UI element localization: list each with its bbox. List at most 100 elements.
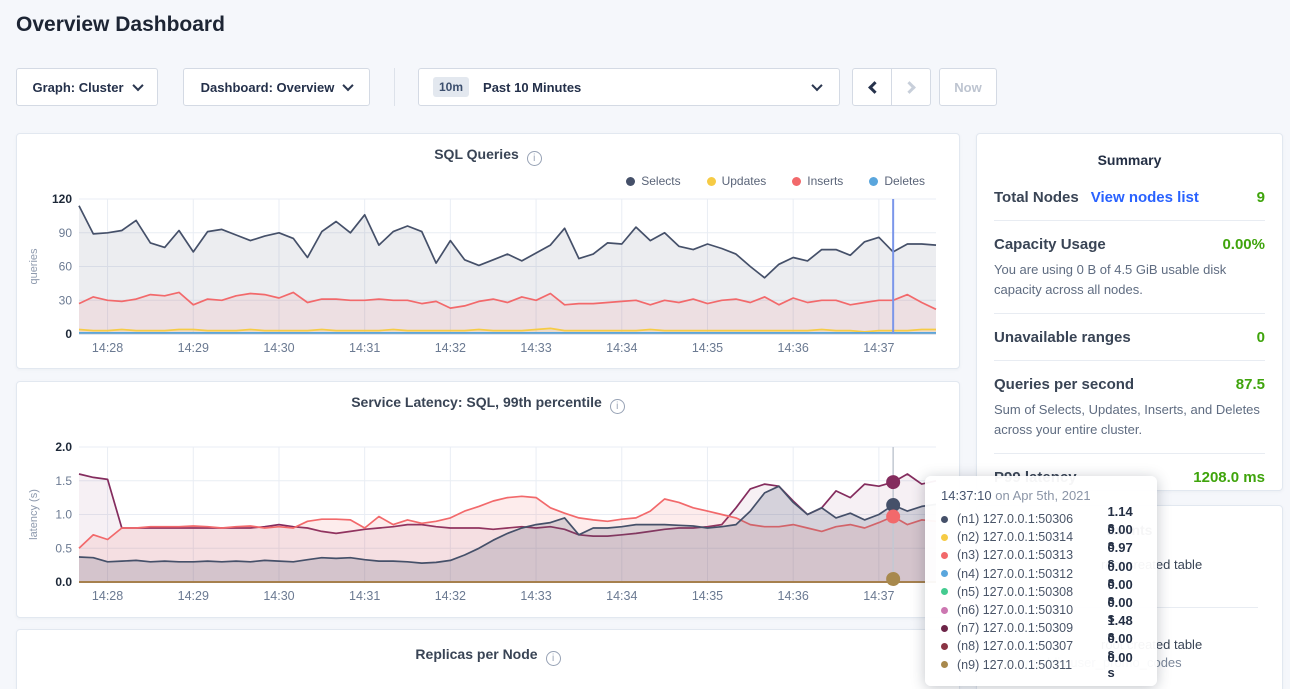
graph-dropdown-label: Graph: Cluster xyxy=(32,79,124,95)
legend-label: Deletes xyxy=(884,174,925,188)
now-button-label: Now xyxy=(954,79,982,95)
sql-queries-title: SQL Queries i xyxy=(17,146,959,166)
node-color-dot xyxy=(941,515,948,523)
view-nodes-list-link[interactable]: View nodes list xyxy=(1090,189,1199,206)
x-tick-label: 14:36 xyxy=(778,341,809,355)
x-tick-label: 14:37 xyxy=(863,589,894,603)
node-latency-value: 0.00 s xyxy=(1107,595,1133,626)
chevron-down-icon xyxy=(811,79,823,92)
sql-queries-chart[interactable]: 0 30 60 90 120 14:28 14:29 14:30 14:31 14:32 14:33… xyxy=(17,134,961,370)
y-tick-label: 30 xyxy=(59,293,73,307)
replicas-per-node-title: Replicas per Node i xyxy=(17,646,959,666)
node-address: (n3) 127.0.0.1:50313 xyxy=(957,548,1074,563)
node-latency-value: 0.00 s xyxy=(1107,558,1133,589)
tooltip-node-row: (n1) 127.0.0.1:50306 1.14 s xyxy=(941,504,1143,534)
series-line-(n3) 127.0.0.1:50313 xyxy=(78,495,937,549)
summary-title: Summary xyxy=(1097,152,1162,168)
x-tick-label: 14:28 xyxy=(92,341,123,355)
node-address: (n8) 127.0.0.1:50307 xyxy=(957,639,1074,654)
y-tick-label: 90 xyxy=(59,226,73,240)
service-latency-chart[interactable]: 0.0 0.5 1.0 1.5 2.0 14:28 14:29 14:30 14:31 14:32… xyxy=(17,382,961,619)
node-address: (n6) 127.0.0.1:50310 xyxy=(957,603,1074,618)
crosshair-dot xyxy=(886,498,901,513)
y-axis-label: latency (s) xyxy=(28,489,40,540)
legend-item-selects[interactable]: Selects xyxy=(626,174,681,188)
x-tick-label: 14:33 xyxy=(520,341,551,355)
unavailable-ranges-value: 0 xyxy=(1256,329,1265,346)
x-tick-label: 14:34 xyxy=(606,589,637,603)
x-tick-label: 14:29 xyxy=(178,589,209,603)
x-tick-label: 14:30 xyxy=(263,341,294,355)
chevron-right-icon xyxy=(902,80,916,94)
legend-item-deletes[interactable]: Deletes xyxy=(869,174,925,188)
node-address: (n2) 127.0.0.1:50314 xyxy=(957,530,1074,545)
info-icon[interactable]: i xyxy=(609,399,625,414)
series-fill xyxy=(79,205,936,334)
legend-item-inserts[interactable]: Inserts xyxy=(792,174,843,188)
y-tick-label: 60 xyxy=(59,260,73,274)
chart-hover-tooltip: 14:37:10 on Apr 5th, 2021 (n1) 127.0.0.1… xyxy=(925,476,1157,686)
y-tick-label: 0.5 xyxy=(55,541,72,555)
node-address: (n4) 127.0.0.1:50312 xyxy=(957,566,1074,581)
tooltip-node-row: (n7) 127.0.0.1:50309 1.48 s xyxy=(941,613,1143,643)
queries-per-second-description: Sum of Selects, Updates, Inserts, and De… xyxy=(994,402,1260,437)
sql-queries-legend: Selects Updates Inserts Deletes xyxy=(626,174,925,188)
node-latency-value: 0.00 s xyxy=(1107,522,1133,553)
node-color-dot xyxy=(941,533,948,541)
tooltip-node-row: (n3) 127.0.0.1:50313 0.97 s xyxy=(941,540,1143,570)
x-tick-label: 14:31 xyxy=(349,589,380,603)
chevron-down-icon xyxy=(342,79,354,92)
node-latency-value: 0.97 s xyxy=(1107,540,1133,571)
y-axis-label: queries xyxy=(28,248,40,285)
node-address: (n9) 127.0.0.1:50311 xyxy=(957,657,1073,672)
graph-dropdown[interactable]: Graph: Cluster xyxy=(16,68,158,106)
crosshair-dot xyxy=(886,509,901,524)
node-latency-value: 0.00 s xyxy=(1107,631,1133,662)
divider xyxy=(994,453,1265,454)
node-latency-value: 1.48 s xyxy=(1107,613,1133,644)
summary-row-total-nodes: Total Nodes View nodes list 9 xyxy=(994,174,1265,220)
service-latency-card: 0.0 0.5 1.0 1.5 2.0 14:28 14:29 14:30 14:31 14:32… xyxy=(16,381,960,618)
x-tick-label: 14:28 xyxy=(92,589,123,603)
dashboard-dropdown[interactable]: Dashboard: Overview xyxy=(183,68,370,106)
now-button[interactable]: Now xyxy=(939,68,997,106)
series-line-Updates xyxy=(78,327,936,333)
y-tick-label: 2.0 xyxy=(55,440,72,454)
node-color-dot xyxy=(941,661,948,669)
divider xyxy=(994,360,1265,361)
info-icon[interactable]: i xyxy=(526,151,542,166)
legend-dot xyxy=(869,176,879,186)
sql-queries-card: 0 30 60 90 120 14:28 14:29 14:30 14:31 14:32 14:33… xyxy=(16,133,960,369)
y-tick-label: 1.0 xyxy=(55,508,72,522)
capacity-usage-value: 0.00% xyxy=(1222,236,1265,253)
x-tick-label: 14:33 xyxy=(520,589,551,603)
x-tick-label: 14:31 xyxy=(349,341,380,355)
summary-row-capacity-usage: Capacity Usage 0.00% You are using 0 B o… xyxy=(994,221,1265,313)
total-nodes-label: Total Nodes xyxy=(994,189,1079,206)
time-range-dropdown[interactable]: 10m Past 10 Minutes xyxy=(418,68,840,106)
y-tick-label: 0 xyxy=(65,327,72,341)
p99-latency-value: 1208.0 ms xyxy=(1193,469,1265,486)
time-next-button[interactable] xyxy=(891,68,931,106)
tooltip-node-row: (n2) 127.0.0.1:50314 0.00 s xyxy=(941,522,1143,552)
dashboard-dropdown-label: Dashboard: Overview xyxy=(200,79,335,95)
legend-item-updates[interactable]: Updates xyxy=(706,174,766,188)
summary-panel: Summary Total Nodes View nodes list 9 Ca… xyxy=(976,133,1283,491)
series-fill xyxy=(79,496,936,582)
total-nodes-value: 9 xyxy=(1256,189,1265,206)
queries-per-second-label: Queries per second xyxy=(994,376,1135,393)
y-tick-label: 1.5 xyxy=(55,474,72,488)
unavailable-ranges-label: Unavailable ranges xyxy=(994,329,1131,346)
tooltip-node-row: (n8) 127.0.0.1:50307 0.00 s xyxy=(941,631,1143,661)
service-latency-title: Service Latency: SQL, 99th percentile i xyxy=(17,394,959,414)
node-color-dot xyxy=(941,624,948,632)
y-tick-label: 120 xyxy=(52,192,72,206)
x-tick-label: 14:30 xyxy=(263,589,294,603)
legend-dot xyxy=(792,176,802,186)
time-prev-button[interactable] xyxy=(852,68,892,106)
toolbar-divider xyxy=(394,68,395,106)
info-icon[interactable]: i xyxy=(545,651,561,666)
capacity-usage-label: Capacity Usage xyxy=(994,236,1106,253)
capacity-usage-description: You are using 0 B of 4.5 GiB usable disk… xyxy=(994,262,1227,297)
